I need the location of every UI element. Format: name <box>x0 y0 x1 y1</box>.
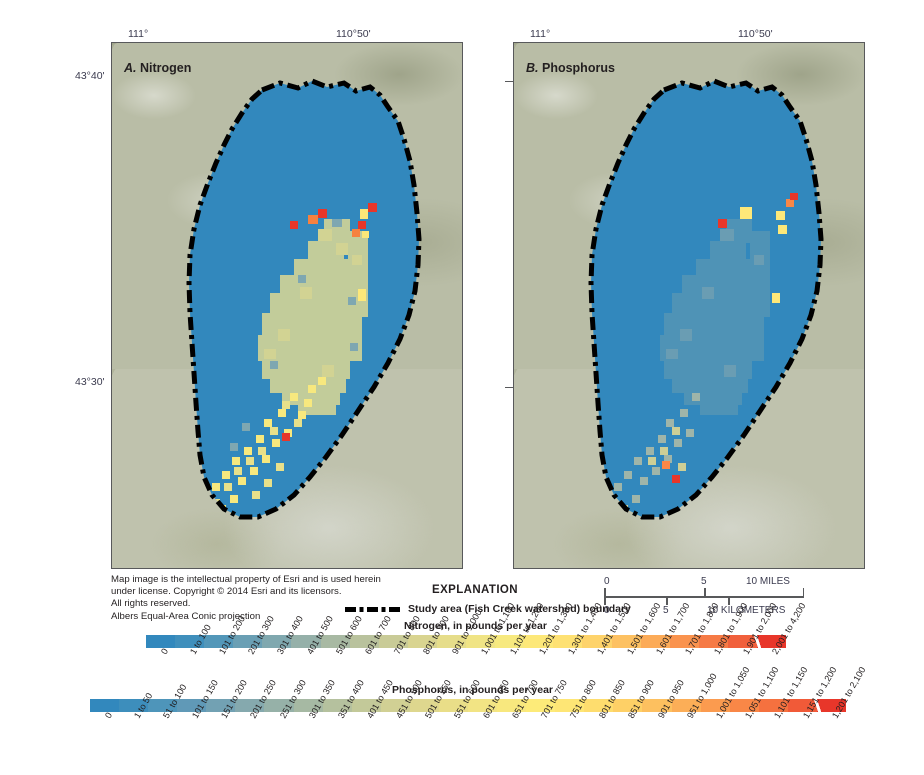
ramp-segment <box>700 699 730 712</box>
ramp-segment <box>671 699 701 712</box>
scalebar-km-label-10: 10 KILOMETERS <box>707 605 786 616</box>
boundary-line-icon <box>345 606 401 612</box>
legend-title-nitrogen: Nitrogen, in pounds per year <box>404 620 547 632</box>
ramp-scale-break-icon <box>752 635 762 648</box>
scalebar-km-tick-10 <box>728 596 730 605</box>
ramp-segment <box>291 635 321 648</box>
scalebar-miles-tick-10 <box>802 588 804 597</box>
scalebar-miles-label-5: 5 <box>701 576 707 587</box>
ramp-segment <box>669 635 699 648</box>
longitude-label-111-b: 111° <box>530 28 551 40</box>
graticule-tick-left-b2 <box>505 387 514 388</box>
ramp-segment <box>642 699 672 712</box>
color-ramp-phosphorus <box>90 699 847 712</box>
ramp-segment <box>320 635 350 648</box>
panel-name-phosphorus: Phosphorus <box>541 61 615 75</box>
ramp-segment <box>727 635 757 648</box>
panel-title-nitrogen: A. Nitrogen <box>124 61 191 75</box>
ramp-segment <box>264 699 294 712</box>
ramp-segment <box>378 635 408 648</box>
panel-title-phosphorus: B. Phosphorus <box>526 61 615 75</box>
ramp-segment <box>756 635 787 648</box>
watershed-polygon-nitrogen <box>186 78 422 520</box>
ramp-segment <box>90 699 120 712</box>
ramp-segment <box>584 699 614 712</box>
ramp-segment <box>148 699 178 712</box>
scalebar-miles-tick-0 <box>604 588 606 597</box>
longitude-label-11050-a: 110°50' <box>336 28 371 40</box>
ramp-segment <box>466 635 496 648</box>
ramp-segment <box>351 699 381 712</box>
panel-name-nitrogen: Nitrogen <box>139 61 192 75</box>
ramp-segment <box>407 635 437 648</box>
scalebar-miles-label-10: 10 MILES <box>746 576 790 587</box>
ramp-segment <box>640 635 670 648</box>
ramp-scale-break-icon <box>812 699 822 712</box>
scalebar-km-label-0: 0 <box>604 605 610 616</box>
ramp-segment <box>438 699 469 712</box>
ramp-segment <box>293 699 323 712</box>
map-credits: Map image is the intellectual property o… <box>111 574 381 623</box>
panel-letter-a: A. <box>124 61 137 75</box>
explanation-title: EXPLANATION <box>432 584 518 596</box>
ramp-segment <box>613 699 643 712</box>
ramp-segment <box>204 635 234 648</box>
ramp-segment <box>175 635 205 648</box>
graticule-tick-left-b1 <box>505 81 514 82</box>
latitude-label-4330-a: 43°30' <box>75 376 105 388</box>
credit-line-4: Albers Equal-Area Conic projection <box>111 610 261 622</box>
ramp-segment <box>816 699 847 712</box>
legend-boundary-label: Study area (Fish Creek watershed) bounda… <box>408 603 631 615</box>
ramp-segment <box>758 699 788 712</box>
ramp-segment <box>409 699 439 712</box>
ramp-segment <box>146 635 176 648</box>
legend-study-area-boundary: Study area (Fish Creek watershed) bounda… <box>345 603 631 615</box>
ramp-segment <box>582 635 612 648</box>
ramp-class-label: 0 <box>159 646 171 656</box>
map-canvas-nitrogen[interactable] <box>111 42 463 569</box>
ramp-segment <box>729 699 759 712</box>
ramp-segment <box>322 699 352 712</box>
ramp-segment <box>611 635 641 648</box>
legend-title-phosphorus: Phosphorus, in pounds per year <box>392 684 554 696</box>
scalebar-km-label-5: 5 <box>663 605 669 616</box>
credit-line-3: All rights reserved. <box>111 598 191 610</box>
latitude-label-4340-a: 43°40' <box>75 70 105 82</box>
ramp-segment <box>235 699 265 712</box>
color-ramp-nitrogen <box>146 635 787 648</box>
map-canvas-phosphorus[interactable] <box>513 42 865 569</box>
ramp-segment <box>555 699 585 712</box>
ramp-segment <box>526 699 556 712</box>
ramp-segment <box>233 635 263 648</box>
ramp-segment <box>119 699 149 712</box>
credit-line-1: Map image is the intellectual property o… <box>111 574 381 585</box>
ramp-segment <box>436 635 467 648</box>
ramp-segment <box>262 635 292 648</box>
watershed-polygon-phosphorus <box>588 78 824 520</box>
panel-letter-b: B. <box>526 61 539 75</box>
ramp-segment <box>787 699 817 712</box>
ramp-segment <box>497 699 527 712</box>
ramp-segment <box>495 635 525 648</box>
ramp-segment <box>468 699 498 712</box>
scalebar-km-tick-5 <box>666 596 668 605</box>
ramp-segment <box>349 635 379 648</box>
ramp-segment <box>698 635 728 648</box>
ramp-class-label: 0 <box>103 710 115 720</box>
scalebar-miles-tick-5 <box>704 588 706 597</box>
ramp-segment <box>524 635 554 648</box>
ramp-segment <box>177 699 207 712</box>
scale-bar: 0 5 10 MILES 0 5 10 KILOMETERS <box>604 576 824 616</box>
ramp-segment <box>553 635 583 648</box>
longitude-label-111-a: 111° <box>128 28 149 40</box>
longitude-label-11050-b: 110°50' <box>738 28 773 40</box>
scalebar-miles-label-0: 0 <box>604 576 610 587</box>
ramp-segment <box>380 699 410 712</box>
ramp-segment <box>206 699 236 712</box>
scalebar-km-tick-0 <box>604 596 606 605</box>
credit-line-2: under license. Copyright © 2014 Esri and… <box>111 586 342 598</box>
